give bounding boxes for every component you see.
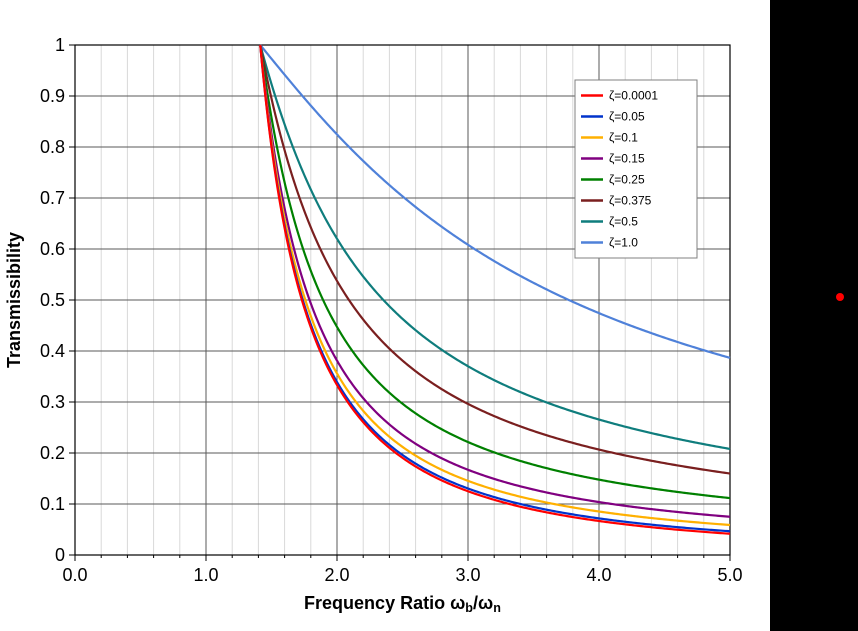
- svg-text:0.2: 0.2: [40, 443, 65, 463]
- svg-text:2.0: 2.0: [324, 565, 349, 585]
- right-black-band: [770, 0, 858, 631]
- svg-text:0.8: 0.8: [40, 137, 65, 157]
- svg-text:ζ=0.0001: ζ=0.0001: [609, 89, 658, 103]
- svg-text:0.1: 0.1: [40, 494, 65, 514]
- svg-text:0.6: 0.6: [40, 239, 65, 259]
- svg-text:ζ=0.15: ζ=0.15: [609, 152, 645, 166]
- transmissibility-chart: 0.0 1.0 2.0 3.0 4.0 5.0 0 0.1 0.2 0.3 0.4 0.5 0.6 0.7…: [0, 0, 770, 631]
- svg-text:0.0: 0.0: [62, 565, 87, 585]
- svg-text:0.7: 0.7: [40, 188, 65, 208]
- svg-text:ζ=0.375: ζ=0.375: [609, 194, 652, 208]
- svg-text:ζ=0.05: ζ=0.05: [609, 110, 645, 124]
- chart-container: 0.0 1.0 2.0 3.0 4.0 5.0 0 0.1 0.2 0.3 0.4 0.5 0.6 0.7…: [0, 0, 770, 631]
- svg-text:0.4: 0.4: [40, 341, 65, 361]
- svg-text:Frequency Ratio ωb/ωn: Frequency Ratio ωb/ωn: [304, 593, 501, 615]
- svg-text:ζ=1.0: ζ=1.0: [609, 236, 638, 250]
- svg-text:ζ=0.1: ζ=0.1: [609, 131, 638, 145]
- svg-text:ζ=0.25: ζ=0.25: [609, 173, 645, 187]
- svg-text:0.3: 0.3: [40, 392, 65, 412]
- svg-text:0.9: 0.9: [40, 86, 65, 106]
- svg-text:ζ=0.5: ζ=0.5: [609, 215, 638, 229]
- svg-text:0.5: 0.5: [40, 290, 65, 310]
- svg-text:1: 1: [55, 35, 65, 55]
- svg-text:Transmissibility: Transmissibility: [4, 232, 24, 368]
- svg-text:0: 0: [55, 545, 65, 565]
- red-annotation-dot: [836, 293, 844, 301]
- svg-text:5.0: 5.0: [717, 565, 742, 585]
- svg-text:4.0: 4.0: [586, 565, 611, 585]
- svg-text:3.0: 3.0: [455, 565, 480, 585]
- svg-text:1.0: 1.0: [193, 565, 218, 585]
